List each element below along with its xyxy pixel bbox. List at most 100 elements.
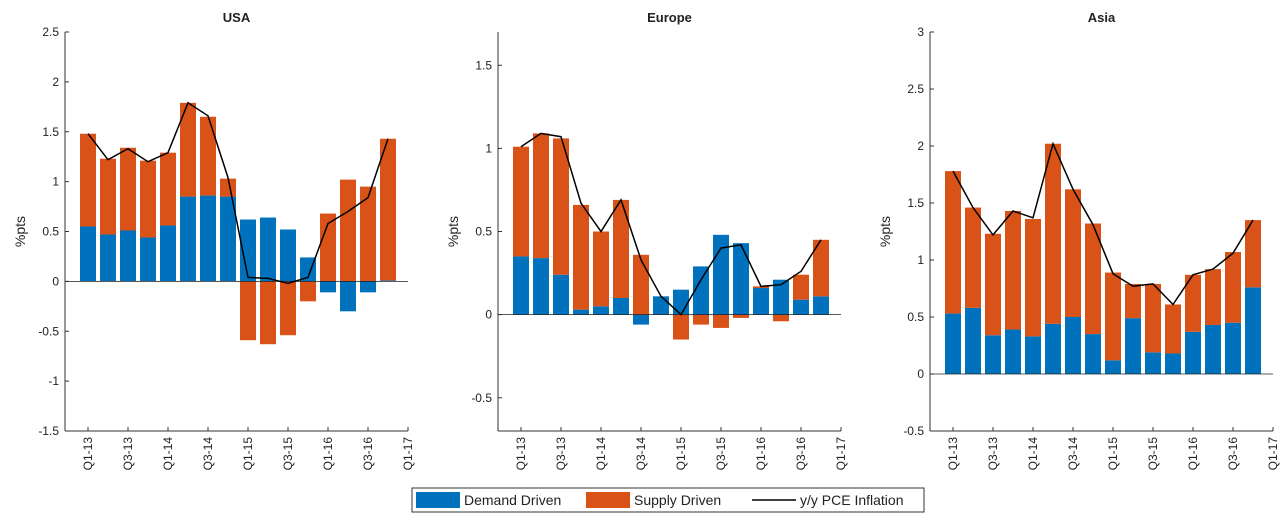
bar xyxy=(773,314,789,322)
bar xyxy=(160,152,176,226)
bar xyxy=(1245,220,1261,288)
bar xyxy=(120,147,136,231)
bar xyxy=(1025,218,1041,337)
bar xyxy=(120,230,136,282)
bar xyxy=(1145,352,1161,374)
x-tick-label: Q1-13 xyxy=(81,437,95,471)
x-tick-label: Q1-17 xyxy=(1266,437,1280,471)
bar xyxy=(220,196,236,282)
bar xyxy=(573,204,589,310)
bar xyxy=(753,288,769,315)
bar xyxy=(240,219,256,282)
x-tick-label: Q1-17 xyxy=(834,437,848,471)
legend-label: Demand Driven xyxy=(464,492,561,508)
bar xyxy=(1205,324,1221,374)
bar xyxy=(1125,283,1141,319)
legend-swatch xyxy=(586,492,630,508)
y-tick-label: 2 xyxy=(52,75,59,89)
bar xyxy=(1005,329,1021,374)
bar xyxy=(360,281,376,293)
bar xyxy=(260,217,276,282)
legend-box xyxy=(411,487,925,513)
y-tick-label: -0.5 xyxy=(38,324,59,338)
bar xyxy=(1225,252,1241,323)
bar xyxy=(1085,334,1101,374)
bar xyxy=(573,309,589,315)
bar xyxy=(200,195,216,282)
bar xyxy=(513,146,529,257)
x-tick-label: Q1-15 xyxy=(1106,437,1120,471)
bar xyxy=(1105,360,1121,374)
x-tick-label: Q1-15 xyxy=(674,437,688,471)
chart-title: Europe xyxy=(647,10,692,25)
bar xyxy=(813,239,829,297)
bar xyxy=(965,307,981,374)
x-tick-label: Q3-14 xyxy=(1066,437,1080,471)
bar xyxy=(320,213,336,282)
y-tick-label: -0.5 xyxy=(471,391,492,405)
x-tick-label: Q3-15 xyxy=(714,437,728,471)
legend: Demand Driven Supply Driven y/y PCE Inflat… xyxy=(411,487,925,513)
x-tick-label: Q1-17 xyxy=(401,437,415,471)
y-tick-label: -1.5 xyxy=(38,424,59,438)
bar xyxy=(180,196,196,282)
bar xyxy=(1065,189,1081,317)
line-series xyxy=(520,132,822,316)
y-tick-label: 1 xyxy=(485,141,492,155)
bar xyxy=(1185,331,1201,374)
bar xyxy=(613,199,629,298)
x-tick-label: Q1-16 xyxy=(321,437,335,471)
bar xyxy=(633,314,649,325)
y-tick-label: 2.5 xyxy=(42,25,59,39)
y-tick-label: 1.5 xyxy=(42,125,59,139)
bar xyxy=(1065,317,1081,374)
bar xyxy=(593,306,609,315)
legend-label: y/y PCE Inflation xyxy=(800,492,904,508)
chart-title: Asia xyxy=(1088,10,1116,25)
y-tick-label: 0 xyxy=(917,367,924,381)
bar xyxy=(140,237,156,282)
bar xyxy=(240,281,256,341)
bar xyxy=(260,281,276,345)
x-tick-label: Q1-16 xyxy=(1186,437,1200,471)
bar xyxy=(793,299,809,315)
bar xyxy=(1085,223,1101,335)
y-tick-label: 1 xyxy=(917,253,924,267)
bar xyxy=(100,158,116,235)
x-tick-label: Q3-15 xyxy=(1146,437,1160,471)
legend-swatch xyxy=(416,492,460,508)
bar xyxy=(593,231,609,307)
x-tick-label: Q3-14 xyxy=(201,437,215,471)
bar xyxy=(713,314,729,328)
bar xyxy=(180,102,196,197)
y-tick-label: 1 xyxy=(52,175,59,189)
bar xyxy=(140,160,156,238)
bar xyxy=(553,138,569,275)
bar xyxy=(773,279,789,315)
legend-label: Supply Driven xyxy=(634,492,721,508)
bar xyxy=(220,178,236,197)
x-tick-label: Q1-14 xyxy=(1026,437,1040,471)
bar xyxy=(653,296,669,315)
y-axis-label: %pts xyxy=(445,216,461,247)
bar xyxy=(340,179,356,282)
y-axis-label: %pts xyxy=(12,216,28,247)
x-tick-label: Q3-13 xyxy=(554,437,568,471)
x-tick-label: Q1-15 xyxy=(241,437,255,471)
bar xyxy=(693,314,709,325)
x-tick-label: Q3-13 xyxy=(986,437,1000,471)
y-tick-label: 0 xyxy=(485,308,492,322)
bar xyxy=(80,226,96,282)
bar xyxy=(813,296,829,315)
bar xyxy=(673,314,689,340)
bar xyxy=(793,274,809,300)
bar xyxy=(673,289,689,315)
bar xyxy=(340,281,356,312)
bar xyxy=(360,186,376,282)
x-tick-label: Q1-14 xyxy=(161,437,175,471)
bar xyxy=(1045,323,1061,374)
bar xyxy=(280,281,296,336)
x-tick-label: Q1-16 xyxy=(754,437,768,471)
x-tick-label: Q3-16 xyxy=(794,437,808,471)
